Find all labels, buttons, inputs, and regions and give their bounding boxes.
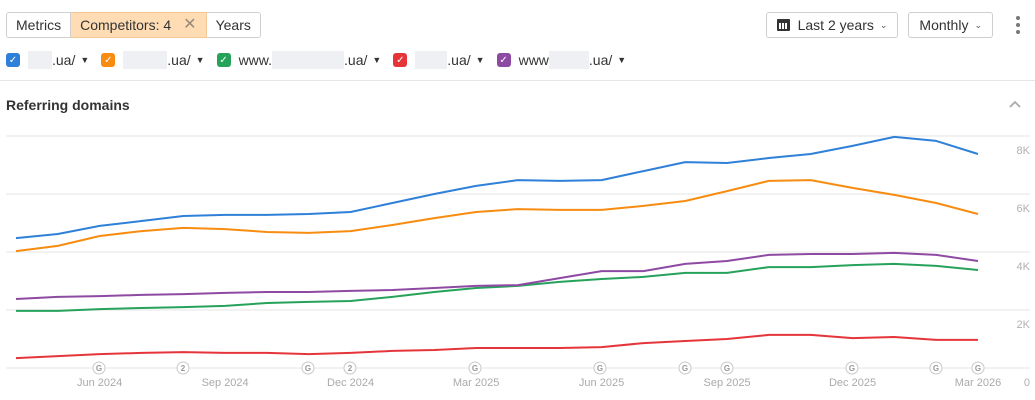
y-tick-label: 8K: [1017, 145, 1031, 157]
metrics-label: Metrics: [16, 17, 62, 33]
chart-controls: Last 2 years ⌄ Monthly ⌄: [765, 12, 1025, 38]
domain-prefix: www.: [238, 52, 273, 68]
google-update-annotation-icon[interactable]: G: [301, 361, 315, 375]
google-update-annotation-icon[interactable]: G: [845, 361, 859, 375]
x-tick-label: Mar 2025: [453, 377, 499, 389]
dropdown-caret-icon[interactable]: ▼: [475, 55, 485, 65]
redacted-domain: [272, 51, 345, 69]
domain-suffix: .ua/: [447, 52, 471, 68]
line-chart: 0 2K 4K 6K 8K Jun 2024 Sep 2024 Dec 2024 Mar 202…: [6, 135, 1031, 389]
view-mode-toolbar: Metrics Competitors: 4 ✕ Years: [6, 12, 261, 38]
y-tick-label: 4K: [1017, 261, 1031, 273]
svg-text:G: G: [96, 364, 102, 373]
legend-item[interactable]: ✓ .ua/ ▼: [393, 51, 485, 69]
calendar-icon: [776, 19, 790, 31]
legend-item[interactable]: ✓ www .ua/ ▼: [496, 51, 627, 69]
google-update-annotation-icon[interactable]: G: [678, 361, 692, 375]
annotation-count-icon[interactable]: 2: [176, 361, 190, 375]
checkbox-icon[interactable]: ✓: [393, 53, 408, 67]
svg-text:G: G: [472, 364, 478, 373]
domain-prefix: www: [518, 52, 549, 68]
x-tick-label: Jun 2024: [77, 377, 122, 389]
competitors-tab[interactable]: Competitors: 4 ✕: [71, 12, 207, 38]
series-line[interactable]: [15, 135, 979, 240]
annotation-count-icon[interactable]: 2: [343, 361, 357, 375]
years-tab[interactable]: Years: [206, 12, 261, 38]
series-line[interactable]: [15, 179, 979, 253]
legend-item[interactable]: ✓ www. .ua/ ▼: [216, 51, 382, 69]
close-icon[interactable]: ✕: [183, 16, 197, 33]
google-update-annotation-icon[interactable]: G: [593, 361, 607, 375]
checkbox-icon[interactable]: ✓: [216, 53, 231, 67]
dropdown-caret-icon[interactable]: ▼: [195, 55, 205, 65]
checkbox-icon[interactable]: ✓: [101, 53, 116, 67]
y-tick-label: 2K: [1017, 319, 1031, 331]
redacted-domain: [123, 51, 168, 69]
chevron-down-icon: ⌄: [974, 19, 982, 30]
series-line[interactable]: [15, 251, 979, 300]
metrics-tab[interactable]: Metrics: [6, 12, 72, 38]
checkbox-icon[interactable]: ✓: [6, 53, 20, 67]
kebab-menu-icon[interactable]: [1011, 15, 1025, 35]
google-update-annotation-icon[interactable]: G: [971, 361, 985, 375]
period-label: Last 2 years: [797, 17, 874, 33]
legend-item[interactable]: ✓ .ua/ ▼: [101, 51, 205, 69]
dropdown-caret-icon[interactable]: ▼: [372, 55, 382, 65]
granularity-dropdown[interactable]: Monthly ⌄: [908, 12, 993, 38]
chevron-up-icon[interactable]: [1007, 96, 1023, 112]
svg-text:2: 2: [181, 364, 186, 373]
svg-text:G: G: [682, 364, 688, 373]
svg-text:G: G: [305, 364, 311, 373]
y-tick-label: 0: [1024, 377, 1030, 389]
divider: [0, 80, 1035, 81]
domain-suffix: .ua/: [52, 52, 76, 68]
section-title: Referring domains: [6, 97, 130, 113]
dropdown-caret-icon[interactable]: ▼: [80, 55, 90, 65]
chevron-down-icon: ⌄: [879, 19, 888, 30]
svg-text:G: G: [975, 364, 981, 373]
x-tick-label: Sep 2024: [202, 377, 249, 389]
checkbox-icon[interactable]: ✓: [496, 53, 511, 67]
redacted-domain: [28, 51, 52, 69]
google-update-annotation-icon[interactable]: G: [720, 361, 734, 375]
domain-suffix: .ua/: [344, 52, 368, 68]
granularity-label: Monthly: [919, 17, 969, 33]
series-line[interactable]: [15, 333, 978, 360]
redacted-domain: [415, 51, 448, 69]
domain-suffix: .ua/: [167, 52, 191, 68]
redacted-domain: [548, 51, 589, 69]
svg-text:G: G: [597, 364, 603, 373]
x-tick-label: Dec 2024: [327, 377, 374, 389]
dropdown-caret-icon[interactable]: ▼: [617, 55, 627, 65]
google-update-annotation-icon[interactable]: G: [929, 361, 943, 375]
google-update-annotation-icon[interactable]: G: [92, 361, 106, 375]
years-label: Years: [215, 17, 251, 33]
referring-domains-chart: 0 2K 4K 6K 8K Jun 2024 Sep 2024 Dec 2024 Mar 202…: [0, 120, 1035, 400]
series-line[interactable]: [16, 262, 979, 312]
x-tick-label: Mar 2026: [955, 377, 1001, 389]
legend-item[interactable]: ✓ .ua/ ▼: [6, 51, 89, 69]
svg-text:G: G: [849, 364, 855, 373]
domain-suffix: .ua/: [588, 52, 613, 68]
period-dropdown[interactable]: Last 2 years ⌄: [765, 12, 899, 38]
x-tick-label: Dec 2025: [829, 377, 876, 389]
svg-text:G: G: [724, 364, 730, 373]
x-tick-label: Sep 2025: [703, 377, 750, 389]
x-tick-label: Jun 2025: [579, 377, 624, 389]
svg-text:G: G: [933, 364, 939, 373]
y-tick-label: 6K: [1017, 203, 1031, 215]
competitors-label: Competitors: 4: [80, 17, 172, 33]
competitor-legend: ✓ .ua/ ▼ ✓ .ua/ ▼ ✓ www. .ua/ ▼ ✓ .ua/ ▼ ✓ www .ua/ ▼: [6, 51, 638, 69]
google-update-annotation-icon[interactable]: G: [468, 361, 482, 375]
svg-text:2: 2: [348, 364, 353, 373]
